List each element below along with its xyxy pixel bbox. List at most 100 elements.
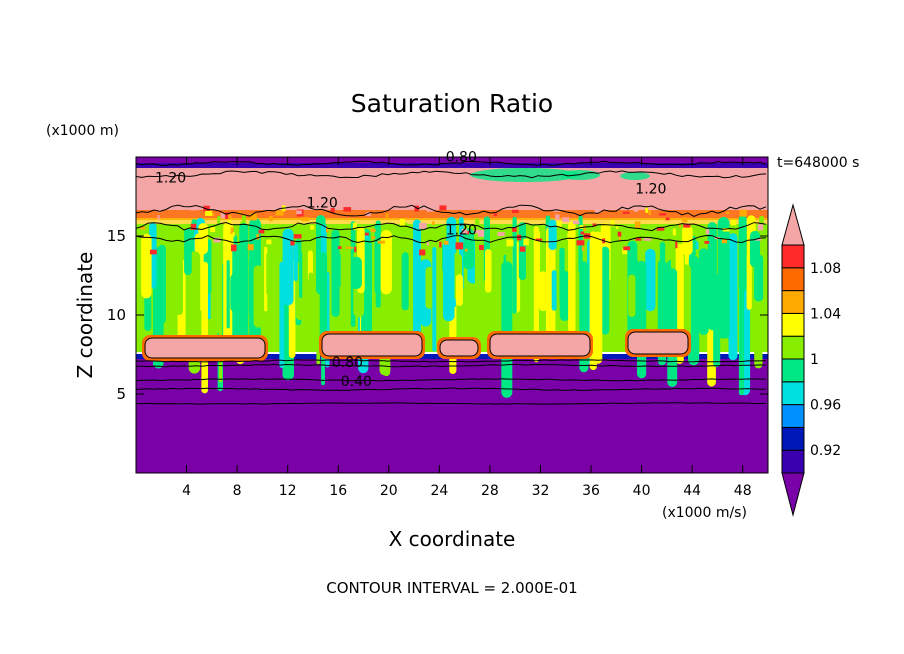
contour-label: 1.20 (446, 222, 477, 238)
plume-streak (432, 247, 437, 352)
speckle (371, 236, 376, 239)
dry-patch (470, 168, 580, 182)
plume-streak (374, 223, 380, 294)
plume-streak (548, 219, 557, 251)
speckle (659, 213, 666, 216)
contour-label: 1.20 (635, 181, 666, 197)
chart-title: Saturation Ratio (351, 89, 553, 118)
speckle (231, 244, 237, 252)
contour-line (136, 378, 767, 382)
speckle (755, 238, 762, 241)
speckle (330, 208, 335, 213)
contour-labels: 0.80 1.20 1.20 1.20 1.20 0.80 0.40 (155, 150, 666, 390)
speckle (580, 231, 585, 235)
plume-streak (538, 271, 548, 312)
speckle (665, 217, 670, 221)
x-tick-label: 8 (233, 483, 242, 499)
plume-streak (551, 270, 557, 311)
speckle (205, 210, 213, 216)
plume-streak (380, 230, 392, 295)
plume-streak (611, 227, 621, 296)
plume-streak (645, 248, 656, 312)
x-tick-label: 20 (380, 483, 398, 499)
x-tick-label: 32 (532, 483, 550, 499)
y-unit-label: (x1000 m) (46, 123, 119, 139)
plume-streak (332, 251, 341, 289)
plume-streak (282, 228, 294, 306)
speckle (377, 240, 385, 244)
speckle (232, 232, 235, 237)
speckle (683, 224, 691, 228)
speckle (579, 225, 584, 229)
speckle (623, 246, 631, 251)
speckle (275, 210, 284, 216)
contour-line (136, 204, 767, 217)
x-tick-label: 48 (734, 483, 752, 499)
speckle (493, 213, 497, 216)
contour-label: 1.20 (307, 196, 338, 212)
speckle (310, 225, 315, 230)
speckle (622, 248, 628, 255)
plume-streak (600, 246, 610, 335)
speckle (479, 244, 484, 251)
speckle (622, 211, 630, 214)
speckle (139, 226, 146, 230)
supersat-blob (439, 339, 479, 357)
speckle (635, 238, 642, 241)
contour-line (136, 234, 767, 244)
speckle (704, 241, 710, 244)
speckle (567, 233, 572, 241)
supersat-blob (144, 337, 266, 359)
speckle (343, 207, 352, 212)
speckle (296, 210, 302, 215)
speckle (337, 246, 342, 249)
speckle (648, 210, 651, 215)
plume-streak (308, 272, 314, 352)
speckle (225, 212, 230, 219)
x-tick-label: 36 (582, 483, 600, 499)
plume-streak (175, 230, 183, 315)
plume-streak (682, 225, 693, 256)
plume-streak (667, 268, 678, 387)
speckle (643, 238, 652, 241)
colorbar-label: 1 (810, 352, 819, 368)
contour-label: 1.20 (155, 170, 186, 186)
plume-streak (319, 252, 328, 343)
speckle (562, 217, 570, 223)
contour-label: 0.40 (341, 374, 372, 390)
colorbar-label: 1.08 (810, 261, 841, 277)
transition-band-red (136, 210, 768, 220)
speckle (439, 241, 442, 248)
speckle (465, 248, 468, 252)
speckle (157, 206, 161, 213)
plume-streak (141, 233, 152, 299)
colorbar-label: 1.04 (810, 306, 841, 322)
speckle (455, 242, 464, 250)
contour-line (136, 387, 767, 391)
y-axis-label: Z coordinate (73, 252, 97, 379)
colorbar-swatch (781, 381, 805, 406)
speckle (461, 229, 468, 234)
speckle (212, 213, 215, 217)
speckle (672, 228, 676, 236)
supersat-blob (321, 333, 423, 357)
speckle (739, 209, 747, 217)
speckle (581, 246, 585, 251)
speckle (523, 238, 529, 246)
plume-streak (455, 274, 463, 306)
speckle (477, 229, 485, 237)
speckle (682, 217, 688, 223)
speckle (730, 219, 737, 226)
speckle (210, 227, 216, 233)
lower-dry-layer (136, 358, 768, 473)
contour-line (136, 221, 767, 232)
y-axis-ticks: 5 10 15 (107, 227, 768, 403)
y-tick-label: 10 (107, 306, 126, 324)
plume-streak (239, 223, 249, 343)
plume-streak (425, 266, 433, 309)
colorbar-swatch (781, 426, 805, 451)
speckle (190, 207, 198, 211)
x-axis-label: X coordinate (389, 527, 516, 551)
dry-top-inner (136, 163, 768, 169)
x-axis-ticks: 4 8 12 16 20 24 28 32 36 40 44 48 (182, 157, 752, 499)
